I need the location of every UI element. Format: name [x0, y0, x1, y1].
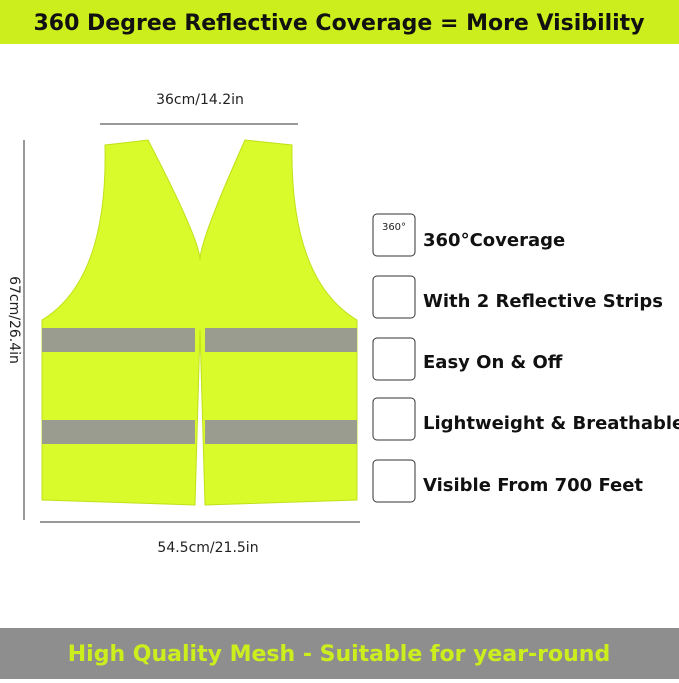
feature-label: Visible From 700 Feet — [423, 475, 643, 496]
header-title: 360 Degree Reflective Coverage = More Vi… — [33, 11, 644, 36]
icon-360: 360° — [382, 222, 406, 233]
feature-label: 360°Coverage — [423, 230, 565, 251]
feature-label: With 2 Reflective Strips — [423, 291, 663, 312]
width-label: 36cm/14.2in — [156, 92, 244, 108]
feature-icons — [372, 213, 416, 503]
height-label: 67cm/26.4in — [6, 276, 22, 364]
vest — [41, 139, 358, 506]
icon-box — [372, 213, 416, 257]
reflective-strip — [42, 420, 195, 444]
icon-box — [372, 459, 416, 503]
header-bar — [0, 0, 679, 44]
reflective-strip — [205, 420, 357, 444]
reflective-strip — [205, 328, 357, 352]
icon-box — [372, 397, 416, 441]
icon-box — [372, 337, 416, 381]
feature-label: Easy On & Off — [423, 352, 563, 373]
footer-text: High Quality Mesh - Suitable for year-ro… — [68, 642, 610, 667]
reflective-strip — [42, 328, 195, 352]
feature-label: Lightweight & Breathable — [423, 413, 679, 434]
icon-box — [372, 275, 416, 319]
footer-bar — [0, 628, 679, 679]
bottom-label: 54.5cm/21.5in — [157, 540, 258, 556]
